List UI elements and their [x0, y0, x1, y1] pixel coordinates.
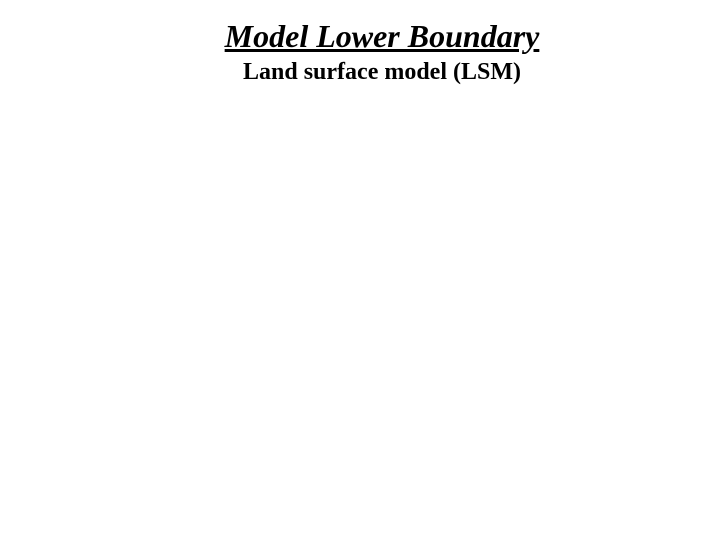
slide-title: Model Lower Boundary — [44, 18, 720, 55]
slide-subtitle: Land surface model (LSM) — [44, 59, 720, 86]
slide-container: Model Lower Boundary Land surface model … — [0, 0, 720, 540]
